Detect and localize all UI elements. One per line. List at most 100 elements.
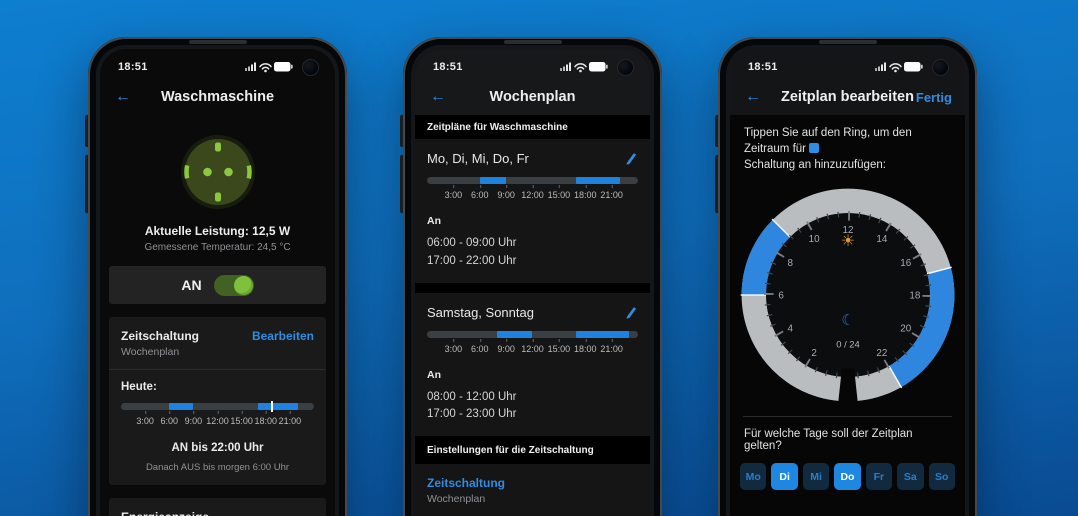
power-toggle-switch[interactable]	[213, 274, 254, 296]
back-icon[interactable]: ←	[430, 88, 446, 105]
timeline-tick-labels: 3:00 6:00 9:00 12:00 15:00 18:00 21:00	[121, 411, 314, 429]
tick-label: 18:00	[573, 338, 597, 354]
wifi-icon	[889, 63, 902, 70]
timeline-on-segment	[169, 403, 194, 410]
phone-side-button	[715, 155, 718, 213]
toggle-state-label: AN	[181, 277, 202, 293]
power-socket-icon	[180, 135, 255, 209]
dial-hour-label: 6	[778, 291, 784, 302]
section-header-schedules: Zeitpläne für Waschmaschine	[415, 115, 650, 139]
app-header: ← Zeitplan bearbeiten Fertig	[730, 79, 965, 115]
status-bar: 18:51	[100, 49, 335, 79]
day-chip-so[interactable]: So	[928, 463, 955, 491]
dial-zero-label: 0 / 24	[836, 339, 860, 350]
on-state-label: An	[427, 368, 441, 381]
tick-label: 21:00	[278, 411, 302, 426]
tick-label: 6:00	[470, 185, 489, 200]
schedule-card: Zeitschaltung Wochenplan Bearbeiten Heut…	[109, 317, 326, 485]
plan-days-label: Mo, Di, Mi, Do, Fr	[427, 151, 529, 166]
tick-label: 6:00	[470, 338, 489, 354]
wifi-dot	[579, 69, 582, 73]
app-header: ← Wochenplan	[415, 79, 650, 115]
tick-label: 6:00	[160, 411, 179, 426]
back-icon[interactable]: ←	[745, 88, 761, 105]
dial-hour-label: 12	[842, 225, 853, 236]
timeline-track	[427, 177, 638, 184]
battery-icon	[904, 62, 923, 72]
app-header: ← Waschmaschine	[100, 79, 335, 115]
day-chip-mi[interactable]: Mi	[802, 463, 830, 491]
schedule-card-subtitle: Wochenplan	[121, 346, 180, 358]
wifi-icon	[259, 63, 272, 70]
card-gap	[415, 282, 650, 293]
weekday-plan-card: Mo, Di, Mi, Do, Fr 3:00 6:00 9:00 12:00 …	[415, 139, 650, 283]
plan-timeline: 3:00 6:00 9:00 12:00 15:00 18:00 21:00	[427, 330, 638, 357]
day-chip-sa[interactable]: Sa	[897, 463, 924, 491]
done-button[interactable]: Fertig	[915, 89, 952, 105]
divider	[109, 369, 326, 370]
dial-hour-label: 8	[787, 258, 793, 269]
phone-side-button	[85, 115, 88, 147]
dial-hour-label: 4	[787, 324, 793, 335]
page-title: Zeitplan bearbeiten	[781, 89, 914, 105]
day-chip-label: So	[935, 470, 949, 483]
day-chip-di[interactable]: Di	[771, 463, 798, 491]
battery-icon	[274, 62, 293, 72]
timer-settings-card: Zeitschaltung Wochenplan Zeitschaltung d…	[415, 464, 650, 516]
timeline-on-segment	[576, 177, 621, 184]
dial-instruction: Tippen Sie auf den Ring, um den Zeitraum…	[744, 125, 951, 173]
day-chip-fr[interactable]: Fr	[865, 463, 893, 491]
dial-face	[765, 213, 930, 378]
dial-zero-notch	[837, 368, 858, 409]
day-chip-mo[interactable]: Mo	[740, 463, 767, 491]
dial-on-segments[interactable]	[740, 218, 954, 389]
wifi-icon	[574, 63, 587, 70]
instruction-text-pre: Tippen Sie auf den Ring, um den Zeitraum…	[744, 127, 912, 156]
phone-side-button	[715, 115, 718, 147]
instruction-text-post: Schaltung an hinzuzufügen:	[744, 159, 886, 172]
status-time: 18:51	[118, 61, 148, 73]
status-icons-svg	[245, 62, 293, 73]
tick-label: 15:00	[547, 185, 571, 200]
device-screen: 18:51	[100, 49, 335, 516]
front-camera-hole	[617, 58, 634, 76]
24h-schedule-dial[interactable]: 2 4 6 8 10 12 14 16 18 20 22 0 / 24 ☀ ☾	[735, 182, 961, 409]
device-screen: 18:51	[415, 49, 650, 516]
dial-hour-label: 16	[900, 258, 911, 269]
next-off-label: Danach AUS bis morgen 6:00 Uhr	[145, 462, 290, 473]
timeline-tick-labels: 3:00 6:00 9:00 12:00 15:00 18:00 21:00	[427, 338, 638, 357]
divider	[743, 416, 952, 418]
tick-label: 12:00	[521, 338, 544, 354]
tick-label: 21:00	[600, 338, 623, 354]
back-icon[interactable]: ←	[115, 88, 131, 105]
phone-device-1: 18:51	[85, 37, 347, 516]
temperature-label: Gemessene Temperatur: 24,5 °C	[144, 242, 291, 253]
timeline-on-segment	[576, 330, 630, 338]
dial-hour-label: 22	[876, 348, 887, 359]
days-question: Für welche Tage soll der Zeitplan gelten…	[744, 428, 913, 453]
edit-pencil-icon[interactable]	[622, 151, 638, 167]
tick-label: 21:00	[600, 185, 623, 200]
edit-pencil-icon[interactable]	[622, 305, 638, 321]
plan-timeline: 3:00 6:00 9:00 12:00 15:00 18:00 21:00	[427, 177, 638, 203]
timer-mode-item[interactable]: Zeitschaltung	[427, 476, 506, 491]
cellular-signal-icon	[560, 62, 571, 71]
edit-schedule-link[interactable]: Bearbeiten	[251, 329, 314, 343]
on-time-range: 06:00 - 09:00 Uhr	[427, 237, 517, 249]
sun-icon: ☀	[840, 233, 854, 250]
timeline-on-segment	[497, 330, 533, 338]
weekend-plan-card: Samstag, Sonntag 3:00 6:00 9:00 12:00 15…	[415, 292, 650, 437]
day-chip-do[interactable]: Do	[834, 463, 861, 491]
status-bar: 18:51	[730, 49, 965, 79]
tick-label: 3:00	[444, 338, 463, 354]
cellular-signal-icon	[245, 62, 256, 71]
page-title: Waschmaschine	[160, 89, 275, 105]
status-icons	[245, 58, 319, 76]
on-time-range: 17:00 - 22:00 Uhr	[427, 254, 517, 267]
energy-card-title: Energieanzeige	[121, 510, 314, 516]
plan-days-label: Samstag, Sonntag	[427, 304, 534, 320]
dial-hour-label: 14	[876, 234, 887, 245]
phone-speaker	[503, 40, 562, 44]
on-until-label: AN bis 22:00 Uhr	[171, 442, 264, 454]
tick-label: 12:00	[521, 185, 544, 200]
